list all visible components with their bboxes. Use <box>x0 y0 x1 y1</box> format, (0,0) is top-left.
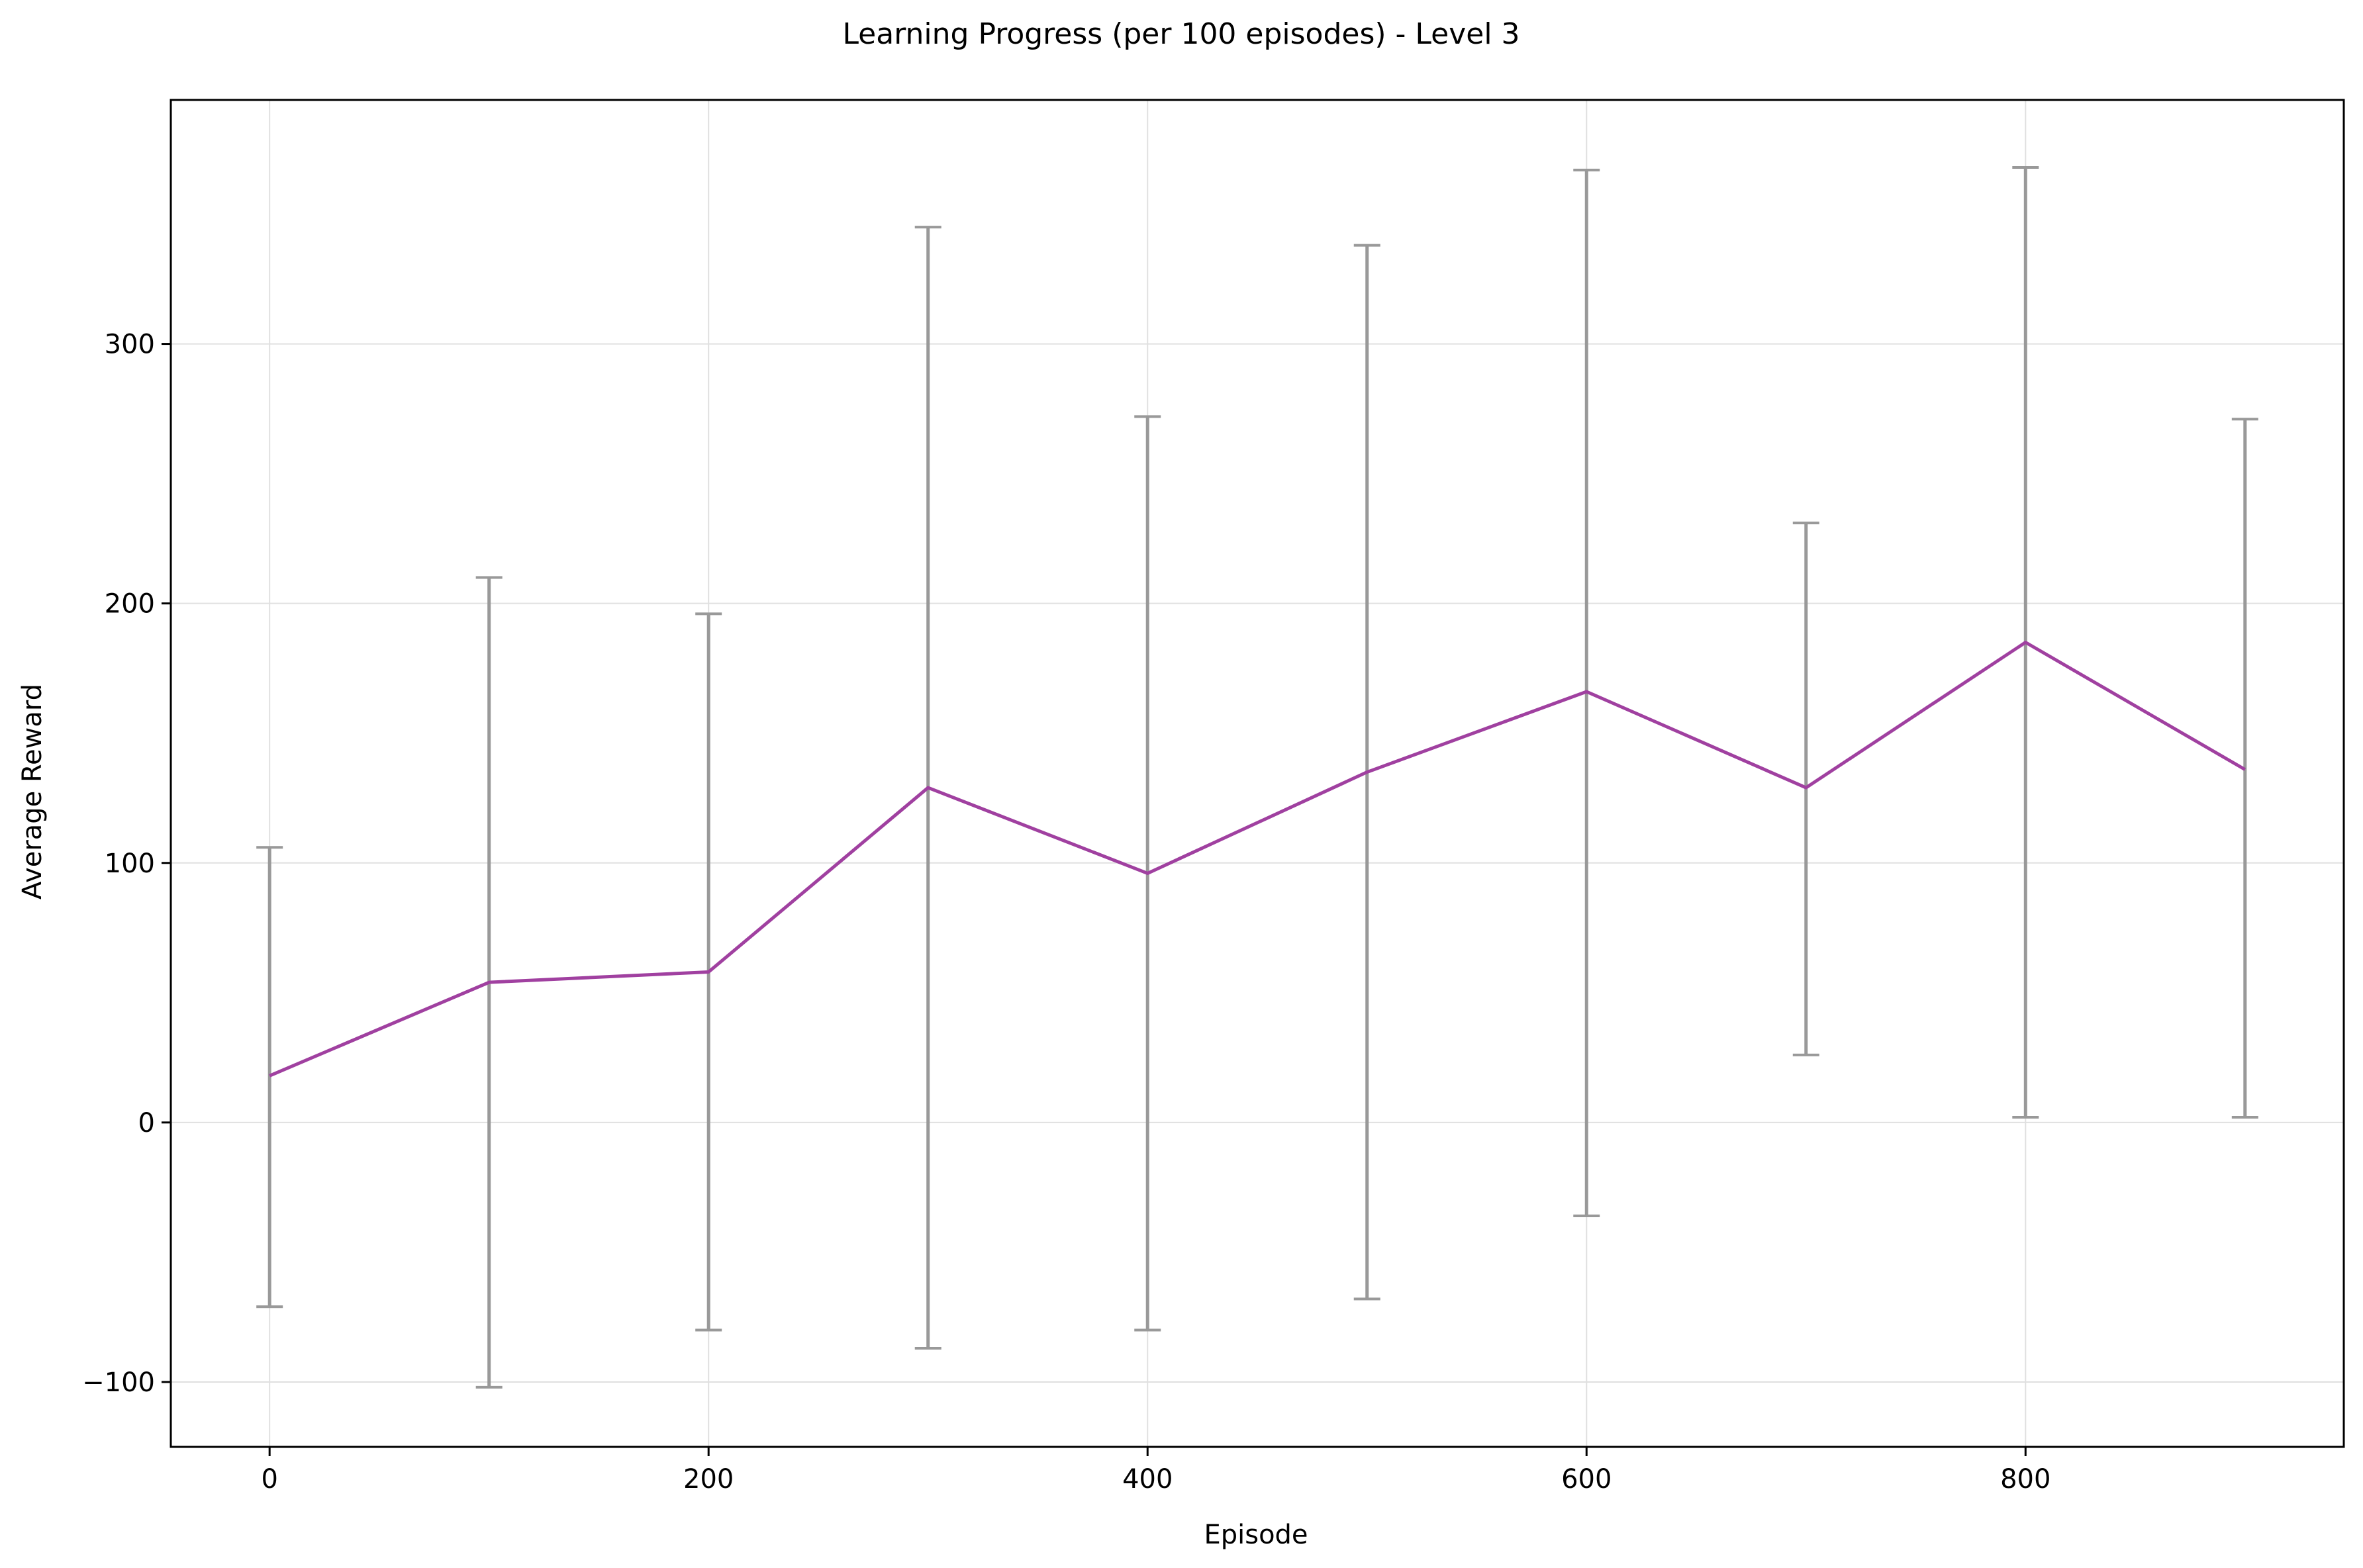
y-tick-label: 100 <box>105 849 155 879</box>
x-axis-ticks: 0 200 400 600 800 <box>261 1447 2050 1495</box>
chart-title: Learning Progress (per 100 episodes) - L… <box>842 17 1519 51</box>
x-tick-label: 800 <box>2000 1464 2050 1495</box>
y-tick-label: −100 <box>82 1367 155 1398</box>
x-tick-label: 400 <box>1122 1464 1173 1495</box>
y-tick-label: 0 <box>138 1108 155 1138</box>
x-tick-label: 200 <box>683 1464 734 1495</box>
y-tick-label: 300 <box>105 330 155 360</box>
y-axis-label: Average Reward <box>17 684 48 899</box>
series-polyline <box>269 640 2246 1078</box>
x-tick-label: 600 <box>1561 1464 1612 1495</box>
x-tick-label: 0 <box>261 1464 277 1495</box>
y-axis-ticks: −100 0 100 200 300 <box>82 330 171 1398</box>
series-line <box>269 640 2246 1078</box>
x-axis-label: Episode <box>1204 1520 1308 1550</box>
plot-frame <box>169 99 2345 1448</box>
y-tick-label: 200 <box>105 589 155 620</box>
